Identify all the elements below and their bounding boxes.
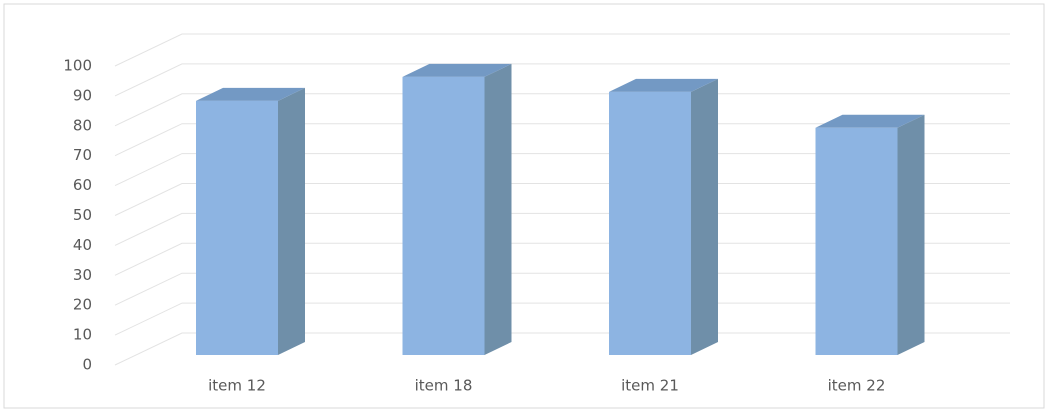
grid-line	[114, 63, 1010, 97]
x-tick-label: item 12	[208, 377, 266, 395]
bar-side	[484, 63, 512, 356]
bar	[402, 63, 512, 356]
bar	[815, 114, 925, 355]
y-tick-label: 100	[63, 57, 92, 75]
x-tick-label: item 22	[828, 377, 886, 395]
bar-front	[402, 76, 485, 356]
grid-line	[114, 123, 1010, 157]
x-tick-label: item 21	[621, 377, 679, 395]
y-tick-label: 30	[73, 266, 92, 284]
bar-front	[815, 127, 898, 355]
bar-side	[897, 114, 925, 355]
bar-front	[609, 91, 691, 355]
bar-side	[691, 78, 718, 355]
y-tick-label: 20	[73, 296, 92, 314]
grid-line	[114, 272, 1010, 306]
grid-line	[114, 332, 1010, 366]
y-tick-label: 70	[73, 146, 92, 164]
bar-front	[196, 100, 278, 355]
grid-line	[114, 242, 1010, 276]
grid-line	[114, 302, 1010, 336]
grid-line	[114, 183, 1010, 216]
y-tick-label: 60	[73, 176, 92, 194]
bar-top	[402, 63, 512, 77]
grid-line	[114, 93, 1010, 127]
grid-line	[114, 212, 1010, 246]
y-tick-label: 10	[73, 326, 92, 344]
bar-top	[196, 87, 305, 101]
y-tick-label: 40	[73, 236, 92, 254]
bar-side	[278, 87, 305, 355]
y-tick-label: 0	[82, 356, 92, 374]
x-tick-label: item 18	[415, 377, 473, 395]
y-tick-label: 80	[73, 116, 92, 134]
bar-top	[609, 78, 718, 92]
bar	[609, 78, 718, 355]
grid-line	[114, 33, 1010, 67]
grid-line	[114, 153, 1010, 187]
bar	[196, 87, 305, 355]
y-tick-label: 90	[73, 86, 92, 104]
y-tick-label: 50	[73, 206, 92, 224]
bar-top	[815, 114, 925, 128]
